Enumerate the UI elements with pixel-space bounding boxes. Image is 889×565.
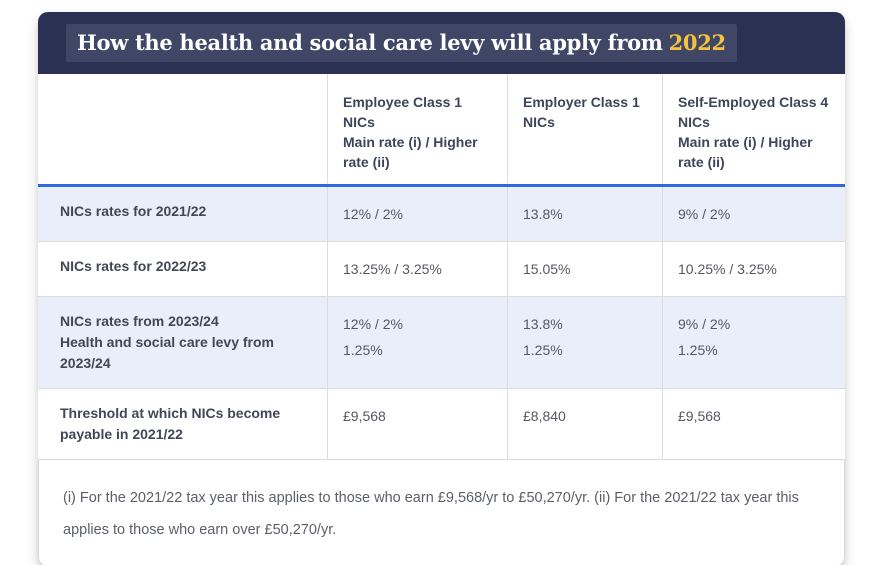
footnote-text: (i) For the 2021/22 tax year this applie… xyxy=(63,490,799,538)
table-cell: 12% / 2% xyxy=(328,187,508,241)
table-cell: 9% / 2% 1.25% xyxy=(678,316,731,358)
table-header-row: Employee Class 1 NICs Main rate (i) / Hi… xyxy=(38,74,845,187)
table-cell: 9% / 2% xyxy=(678,206,731,222)
row-label: NICs rates for 2021/22 xyxy=(38,187,328,241)
title-year-highlight: 2022 xyxy=(668,30,727,55)
footnote-box: (i) For the 2021/22 tax year this applie… xyxy=(38,460,845,565)
table-cell: £9,568 xyxy=(678,408,721,424)
table-cell: 12% / 2% 1.25% xyxy=(328,297,508,388)
table-cell: £9,568 xyxy=(328,389,508,459)
column-header-empty xyxy=(38,74,328,184)
table-row-2022-23: NICs rates for 2022/23 13.25% / 3.25% 15… xyxy=(38,242,845,297)
row-label: Threshold at which NICs become payable i… xyxy=(38,389,328,459)
row-label: NICs rates from 2023/24 Health and socia… xyxy=(38,297,328,388)
table-cell: 13.25% / 3.25% xyxy=(328,242,508,296)
row-label: NICs rates for 2022/23 xyxy=(38,242,328,296)
nics-rates-table: Employee Class 1 NICs Main rate (i) / Hi… xyxy=(38,74,845,460)
table-cell: 13.8% xyxy=(508,187,663,241)
table-row-2021-22: NICs rates for 2021/22 12% / 2% 13.8% 9%… xyxy=(38,187,845,242)
column-header-employee-class1: Employee Class 1 NICs Main rate (i) / Hi… xyxy=(328,74,508,184)
levy-table-card: How the health and social care levy will… xyxy=(38,12,845,565)
title-text: How the health and social care levy will… xyxy=(77,30,663,55)
table-cell: £8,840 xyxy=(508,389,663,459)
table-cell: 15.05% xyxy=(508,242,663,296)
table-cell: 10.25% / 3.25% xyxy=(678,261,777,277)
column-header-self-employed-class4: Self-Employed Class 4 NICs Main rate (i)… xyxy=(678,94,829,170)
card-header: How the health and social care levy will… xyxy=(38,12,845,74)
table-row-2023-24: NICs rates from 2023/24 Health and socia… xyxy=(38,297,845,389)
table-cell: 13.8% 1.25% xyxy=(508,297,663,388)
page-title: How the health and social care levy will… xyxy=(66,24,737,62)
column-header-employer-class1: Employer Class 1 NICs xyxy=(508,74,663,184)
table-row-threshold: Threshold at which NICs become payable i… xyxy=(38,389,845,460)
